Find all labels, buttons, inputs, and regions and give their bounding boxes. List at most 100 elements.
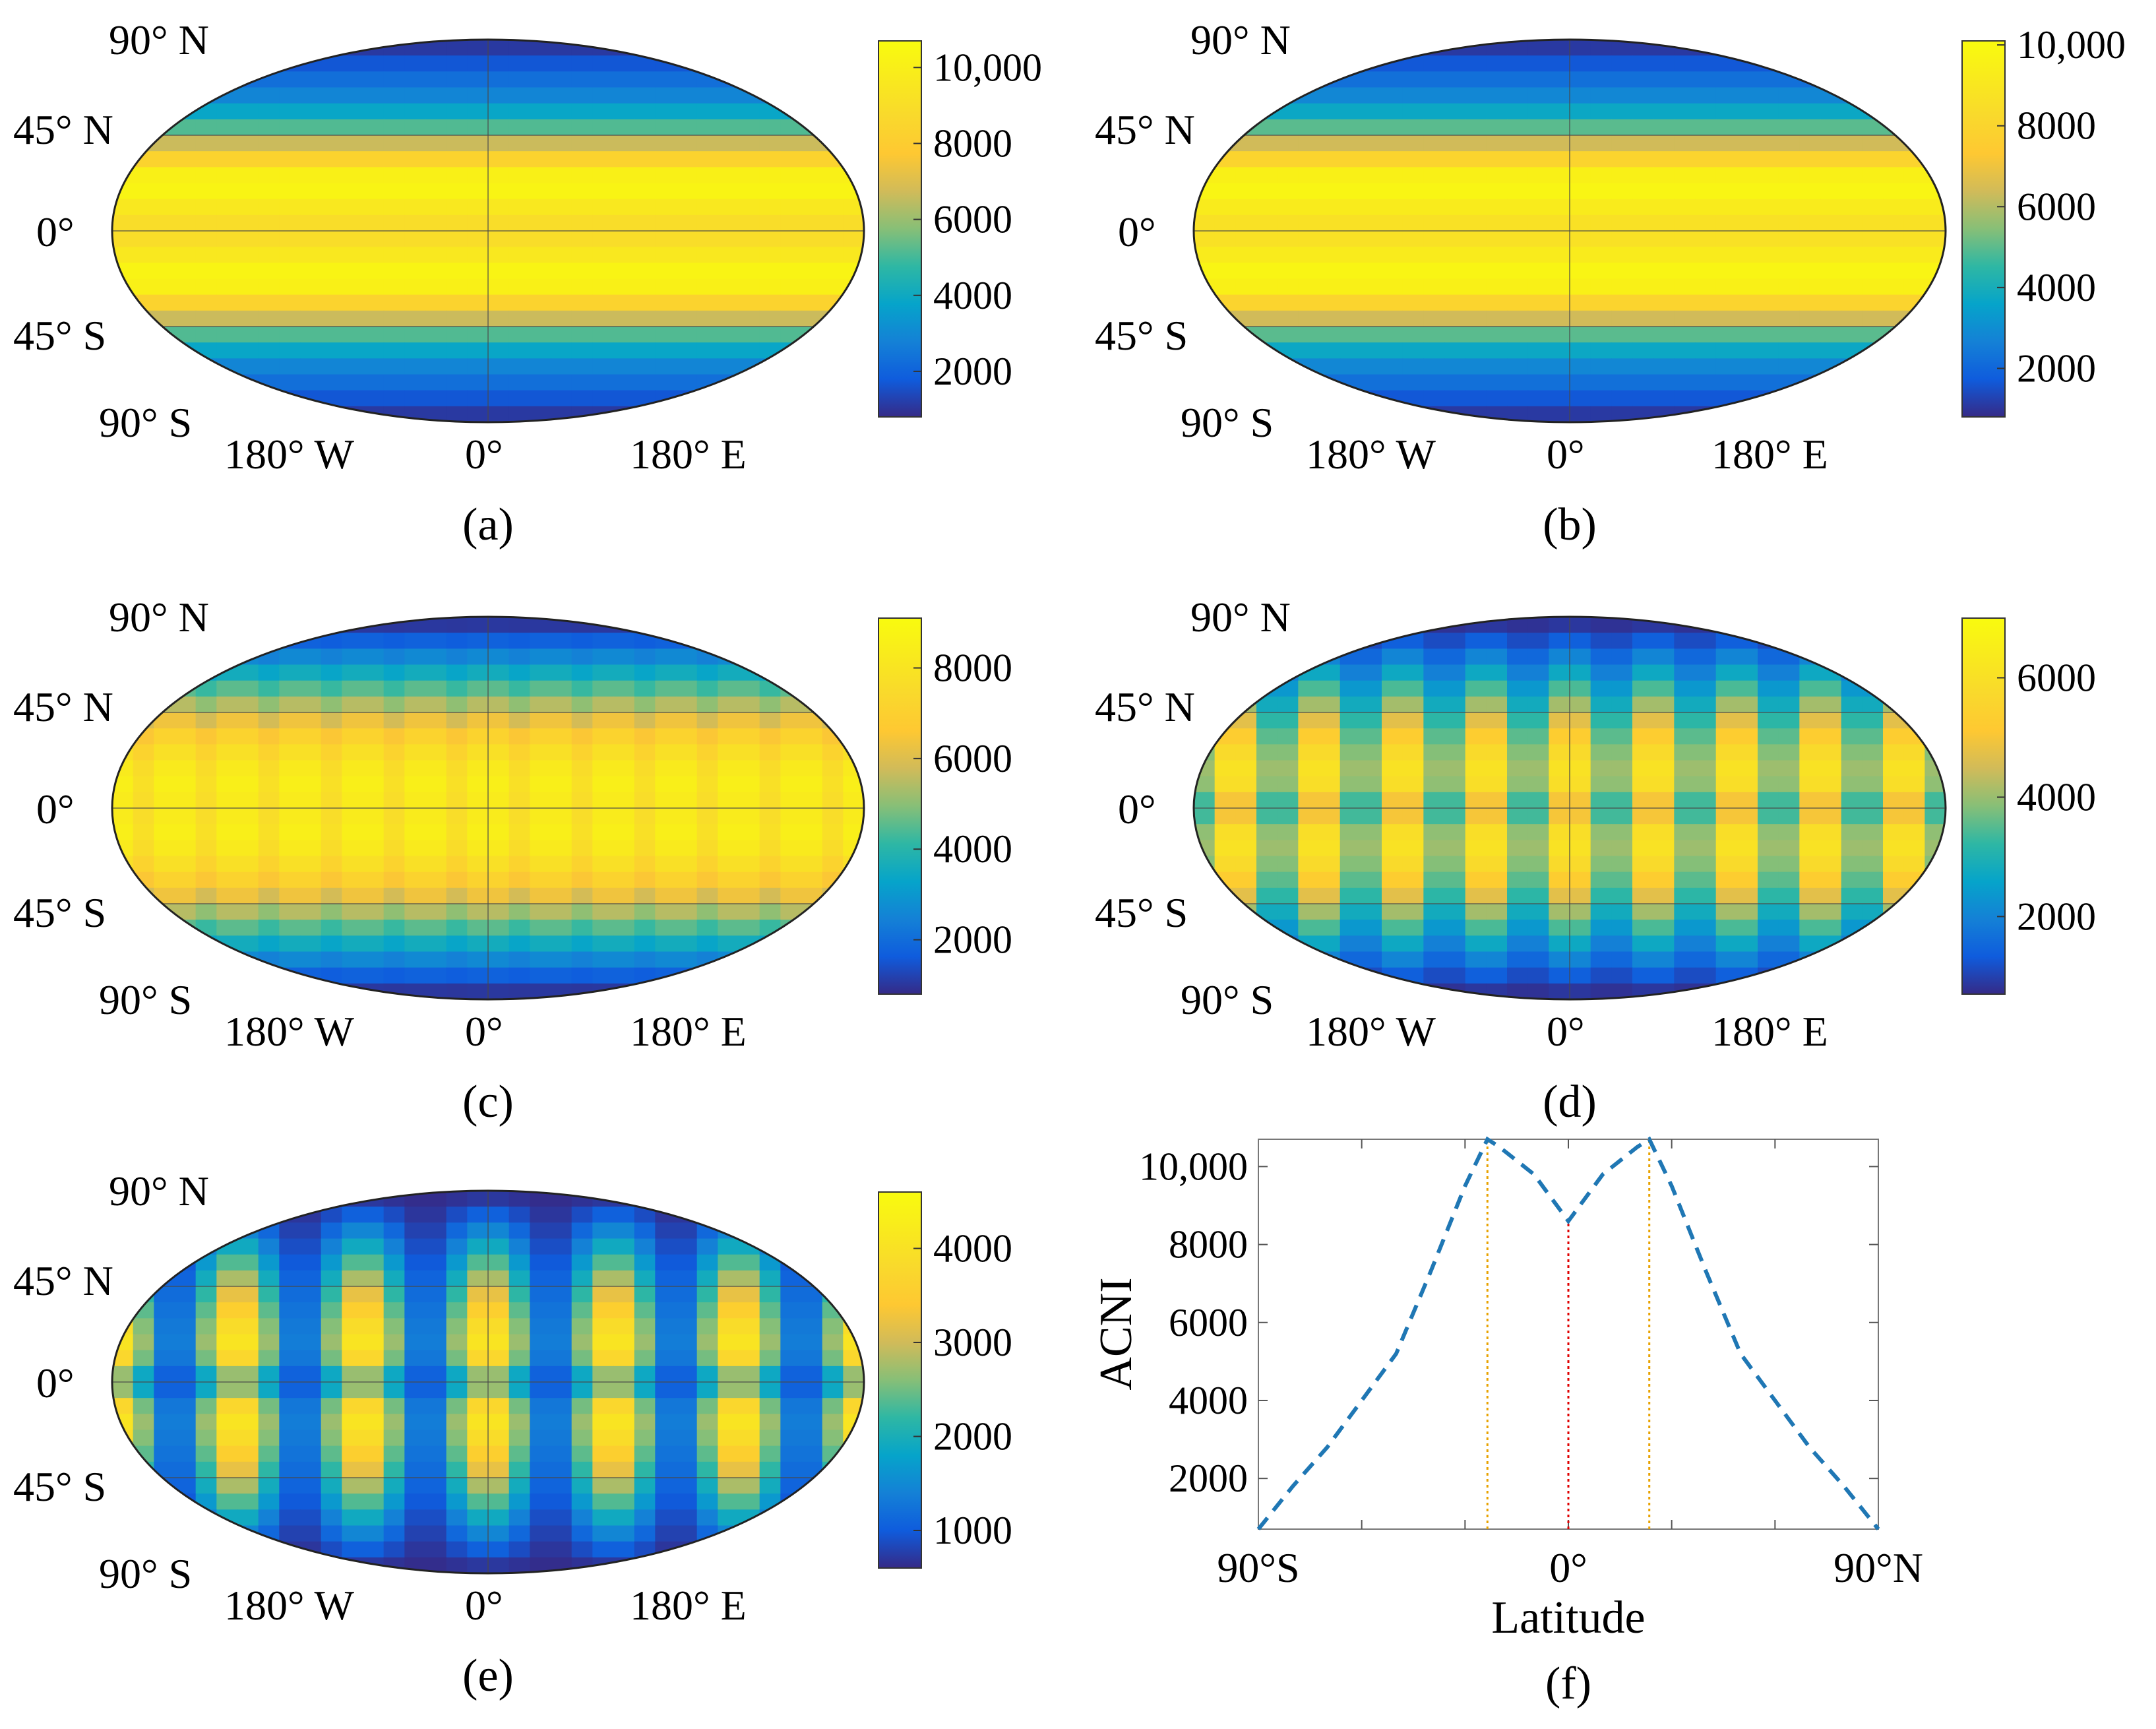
map-cell	[383, 792, 405, 809]
map-cell	[1799, 167, 1821, 184]
map-cell	[1925, 744, 1946, 761]
map-cell	[676, 904, 698, 920]
map-cell	[822, 199, 844, 216]
map-cell	[759, 1318, 781, 1335]
map-cell	[530, 199, 551, 216]
map-cell	[1527, 935, 1549, 953]
map-cell	[425, 1254, 447, 1271]
map-cell	[1549, 744, 1570, 761]
map-cell	[1862, 71, 1884, 88]
map-cell	[843, 342, 864, 359]
map-cell	[1903, 390, 1925, 407]
map-cell	[258, 183, 280, 200]
map-cell	[1507, 887, 1529, 904]
map-cell	[112, 310, 134, 327]
map-cell	[676, 151, 698, 168]
map-cell	[154, 374, 175, 391]
map-cell	[363, 951, 385, 968]
map-cell	[1862, 310, 1884, 327]
map-cell	[300, 342, 322, 359]
map-cell	[1444, 183, 1466, 200]
map-cell	[258, 696, 280, 713]
map-cell	[237, 792, 259, 809]
map-cell	[488, 1493, 510, 1510]
map-cell	[175, 1286, 197, 1303]
map-cell	[508, 151, 530, 168]
map-cell	[696, 278, 718, 296]
map-cell	[1486, 167, 1508, 184]
map-cell	[1820, 342, 1842, 359]
map-cell	[1277, 887, 1299, 904]
map-cell	[258, 103, 280, 120]
map-cell	[1194, 935, 1216, 953]
map-cell	[1903, 40, 1925, 56]
map-cell	[383, 263, 405, 280]
map-cell	[1382, 151, 1403, 168]
map-cell	[133, 760, 154, 777]
map-cell	[175, 712, 197, 729]
map-cell	[1778, 935, 1800, 953]
map-cell	[843, 390, 864, 407]
map-cell	[1820, 55, 1842, 72]
map-cell	[467, 871, 489, 889]
map-cell	[383, 696, 405, 713]
map-cell	[1256, 294, 1278, 311]
map-cell	[1883, 183, 1905, 200]
map-cell	[363, 1525, 385, 1542]
map-cell	[404, 71, 426, 88]
map-cell	[1653, 617, 1675, 633]
map-cell	[1695, 119, 1717, 136]
map-cell	[1758, 40, 1779, 56]
map-cell	[1674, 744, 1696, 761]
map-cell	[1527, 87, 1549, 104]
map-cell	[1402, 904, 1424, 920]
map-cell	[508, 648, 530, 666]
map-cell	[1527, 214, 1549, 232]
map-cell	[1361, 871, 1382, 889]
map-cell	[1883, 294, 1905, 311]
map-cell	[1611, 310, 1633, 327]
map-cell	[1214, 744, 1236, 761]
map-cell	[1340, 935, 1361, 953]
map-cell	[342, 1366, 363, 1383]
map-cell	[1903, 983, 1925, 999]
map-cell	[363, 824, 385, 840]
map-cell	[1820, 231, 1842, 247]
map-cell	[488, 728, 510, 745]
map-cell	[1841, 856, 1863, 873]
map-cell	[279, 1302, 301, 1319]
map-cell	[551, 263, 572, 280]
map-cell	[1340, 664, 1361, 681]
map-cell	[1695, 183, 1717, 200]
map-cell	[446, 1254, 468, 1271]
map-cell	[154, 744, 175, 761]
map-cell	[1340, 617, 1361, 633]
map-cell	[1382, 71, 1403, 88]
map-cell	[592, 310, 614, 327]
map-cell	[1256, 760, 1278, 777]
map-cell	[759, 1461, 781, 1478]
map-cell	[175, 1398, 197, 1414]
map-cell	[195, 342, 217, 359]
map-cell	[1527, 390, 1549, 407]
map-cell	[279, 214, 301, 232]
map-cell	[801, 135, 823, 152]
map-cell	[1298, 792, 1320, 809]
map-cell	[1507, 871, 1529, 889]
map-cell	[551, 87, 572, 104]
map-cell	[175, 744, 197, 761]
map-cell	[530, 904, 551, 920]
map-cell	[363, 1350, 385, 1367]
map-cell	[1298, 263, 1320, 280]
map-cell	[1758, 808, 1779, 825]
map-cell	[718, 135, 739, 152]
map-cell	[1590, 135, 1612, 152]
map-cell	[1778, 119, 1800, 136]
map-cell	[1402, 935, 1424, 953]
map-cell	[1214, 310, 1236, 327]
map-cell	[739, 1445, 760, 1462]
map-cell	[1570, 40, 1591, 56]
map-cell	[592, 151, 614, 168]
map-cell	[488, 617, 510, 633]
map-cell	[613, 1238, 635, 1255]
